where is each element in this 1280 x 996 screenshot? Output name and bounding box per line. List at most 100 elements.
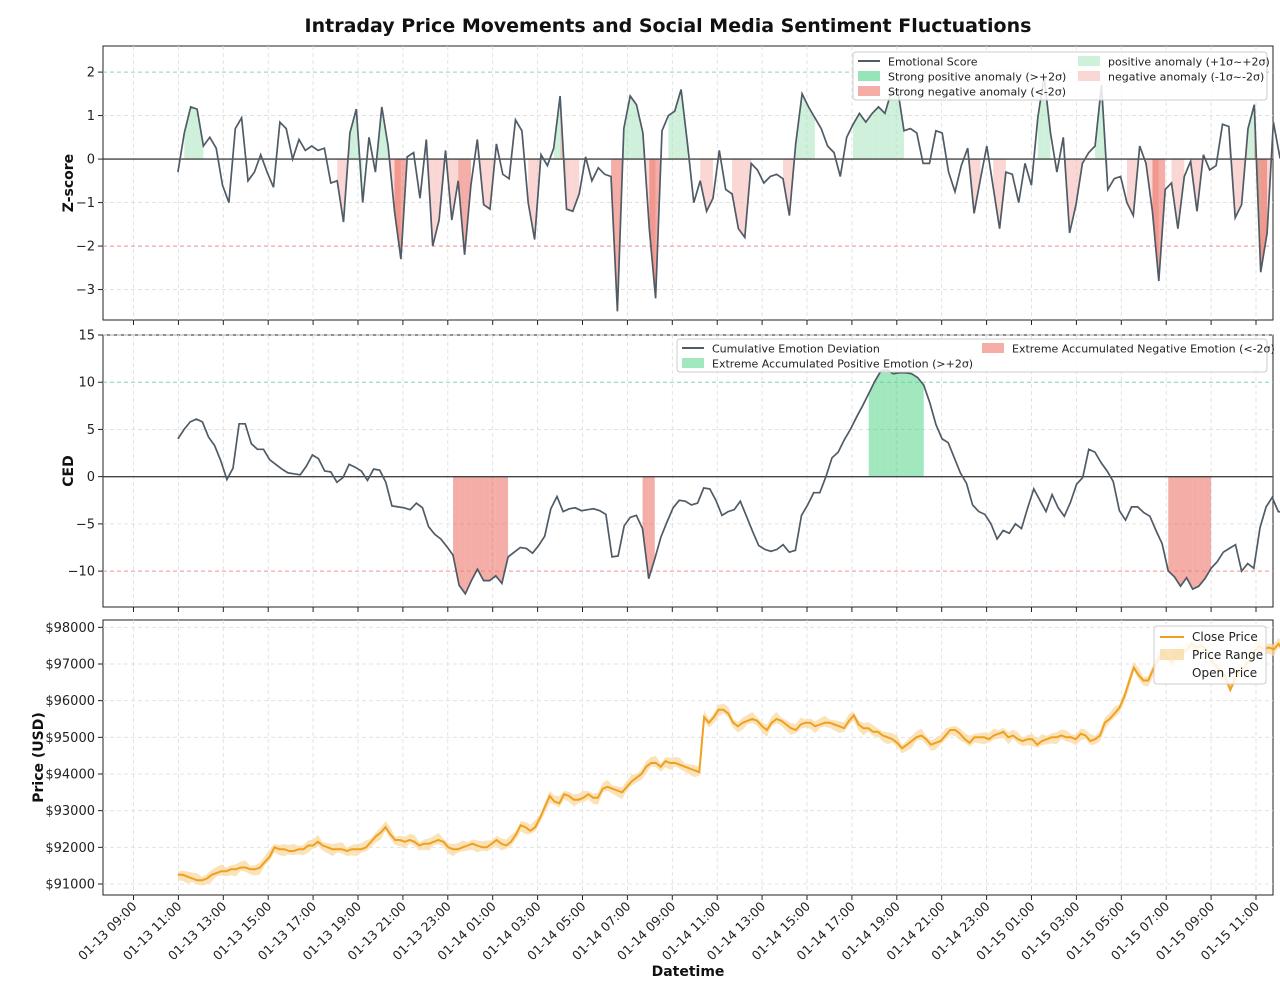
negative-anomaly-area xyxy=(1260,159,1268,273)
negative-anomaly-area xyxy=(1126,159,1134,216)
chart-title: Intraday Price Movements and Social Medi… xyxy=(305,15,1032,37)
extreme-positive-area xyxy=(893,372,900,477)
negative-anomaly-area xyxy=(394,159,401,260)
legend-swatch xyxy=(858,71,880,81)
extreme-negative-area xyxy=(1168,476,1175,577)
strong-negative-anomaly-area xyxy=(394,159,401,260)
y-tick-label: −3 xyxy=(76,283,95,298)
negative-anomaly-area xyxy=(706,159,713,212)
extreme-negative-area xyxy=(501,476,509,584)
negative-anomaly-area xyxy=(993,159,1000,229)
extreme-negative-area xyxy=(1174,476,1181,587)
negative-anomaly-area xyxy=(649,159,656,299)
negative-anomaly-area xyxy=(738,159,745,238)
panel-ced: −10 −5 0 5 10 15 CED Cumulative Emotion Deviati… xyxy=(61,329,1280,612)
positive-anomaly-area xyxy=(636,104,643,160)
extreme-negative-area xyxy=(1180,476,1187,587)
legend-label: Price Range xyxy=(1192,648,1263,662)
legend-swatch xyxy=(982,343,1004,353)
y-tick-label: 0 xyxy=(87,470,95,485)
positive-anomaly-area xyxy=(802,93,809,160)
positive-anomaly-area xyxy=(872,106,879,160)
emotional-score-line xyxy=(177,76,1280,312)
panel-frame xyxy=(102,334,1274,608)
legend-label: Cumulative Emotion Deviation xyxy=(712,343,880,356)
extreme-positive-area xyxy=(917,377,924,477)
extreme-negative-area xyxy=(1198,476,1205,587)
negative-anomaly-area xyxy=(528,159,535,240)
extreme-positive-area xyxy=(868,381,875,477)
legend-price: Close Price Price Range Open Price xyxy=(1153,625,1267,685)
legend-zscore: Emotional Score Strong positive anomaly (… xyxy=(852,51,1270,101)
y-tick-label: 15 xyxy=(78,329,95,344)
strong-negative-anomaly-area xyxy=(1152,159,1159,281)
positive-anomaly-area xyxy=(630,96,637,160)
positive-anomaly-area xyxy=(853,113,860,160)
extreme-negative-area xyxy=(483,476,490,581)
positive-anomaly-area xyxy=(623,96,631,160)
legend-label: Close Price xyxy=(1192,630,1258,644)
legend-label: Extreme Accumulated Positive Emotion (>+… xyxy=(712,358,973,371)
negative-anomaly-area xyxy=(1069,159,1076,234)
extreme-positive-area xyxy=(911,373,918,477)
extreme-negative-area xyxy=(465,476,472,594)
negative-anomaly-area xyxy=(1235,159,1242,218)
y-tick-label: −5 xyxy=(76,517,95,532)
extreme-positive-area xyxy=(899,372,906,477)
extreme-negative-area xyxy=(477,476,484,581)
y-tick-label: 2 xyxy=(87,66,95,81)
extreme-positive-area xyxy=(887,369,894,477)
legend-label: Strong positive anomaly (>+2σ) xyxy=(888,71,1066,84)
y-tick-label: $97000 xyxy=(45,658,95,673)
legend-label: negative anomaly (-1σ~-2σ) xyxy=(1108,71,1264,84)
y-tick-label: $98000 xyxy=(45,621,95,636)
y-tick-label: −2 xyxy=(76,240,95,255)
legend-swatch xyxy=(1078,56,1100,66)
negative-anomaly-area xyxy=(483,159,491,210)
y-tick-label: 10 xyxy=(78,376,95,391)
extreme-negative-area xyxy=(1192,476,1199,590)
y-tick-label: 1 xyxy=(87,109,95,124)
panel-price: $91000 $92000 $93000 $94000 $95000 $96000 $970… xyxy=(31,619,1280,980)
extreme-negative-area xyxy=(648,476,655,579)
y-tick-label: $92000 xyxy=(45,841,95,856)
positive-anomaly-area xyxy=(878,106,885,160)
positive-anomaly-area xyxy=(897,89,905,160)
strong-negative-anomaly-area xyxy=(649,159,656,299)
legend-label: Extreme Accumulated Negative Emotion (<-… xyxy=(1012,343,1275,356)
legend-box xyxy=(852,51,1268,101)
negative-anomaly-area xyxy=(974,159,981,214)
y-tick-label: 0 xyxy=(87,153,95,168)
negative-anomaly-area xyxy=(732,159,739,229)
extreme-negative-area xyxy=(471,476,478,581)
positive-anomaly-area xyxy=(190,106,198,160)
y-tick-label: $95000 xyxy=(45,731,95,746)
legend-swatch xyxy=(858,86,880,96)
legend-label: Strong negative anomaly (<-2σ) xyxy=(888,86,1066,99)
legend-box xyxy=(676,338,1268,373)
positive-anomaly-area xyxy=(891,89,898,160)
legend-label: Emotional Score xyxy=(888,56,978,69)
legend-swatch xyxy=(1078,71,1100,81)
y-tick-label: 5 xyxy=(87,423,95,438)
positive-anomaly-area xyxy=(1247,104,1255,160)
positive-anomaly-area xyxy=(865,113,873,160)
legend-label: Open Price xyxy=(1192,666,1257,680)
extreme-positive-area xyxy=(874,370,881,477)
extreme-negative-area xyxy=(495,476,502,584)
y-tick-label: $93000 xyxy=(45,804,95,819)
legend-label: positive anomaly (+1σ~+2σ) xyxy=(1108,56,1270,69)
negative-anomaly-area xyxy=(1152,159,1159,281)
negative-anomaly-area xyxy=(700,159,707,212)
extreme-negative-area xyxy=(1204,476,1212,579)
y-tick-label: $96000 xyxy=(45,694,95,709)
y-tick-label: −10 xyxy=(68,565,95,580)
extreme-negative-area xyxy=(453,476,460,586)
legend-swatch xyxy=(682,358,704,368)
y-tick-label: −1 xyxy=(76,196,95,211)
y-tick-label: $91000 xyxy=(45,878,95,893)
positive-anomaly-area xyxy=(668,111,675,160)
extreme-negative-area xyxy=(489,476,496,581)
negative-anomaly-area xyxy=(566,159,573,212)
